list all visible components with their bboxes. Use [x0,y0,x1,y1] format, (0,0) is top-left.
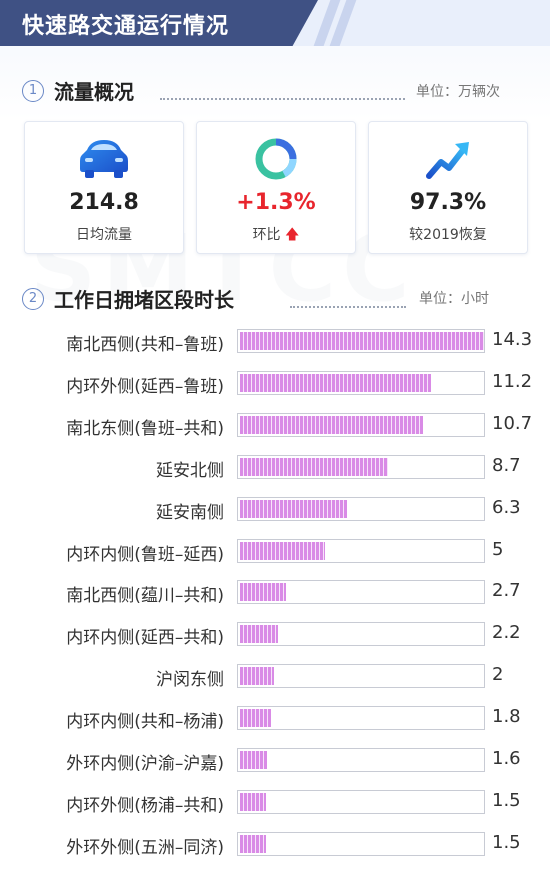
section-1-unit: 单位：万辆次 [416,84,500,100]
recovery-value: 97.3% [409,190,487,215]
bar-track [237,748,485,772]
bar-track [237,789,485,814]
bar-value-label: 1.8 [492,706,521,728]
bar-row: 内环外侧(延西–鲁班) 11.2 [0,369,550,397]
bar-row: 延安北侧 8.7 [0,453,550,481]
dotted-leader [160,98,405,100]
bar-track [237,664,485,689]
bar-row: 内环内侧(鲁班–延西) 5 [0,537,550,565]
bar-track [237,412,485,437]
section-2-unit: 单位：小时 [419,291,489,307]
bar-value-label: 2.7 [492,580,521,602]
bar-category-label: 南北东侧(鲁班–共和) [66,418,224,439]
bar-value-label: 11.2 [492,370,533,392]
bar-category-label: 内环外侧(延西–鲁班) [66,376,224,397]
section-1-heading: 1 流量概况 [22,76,134,105]
bar-row: 外环外侧(五洲–同济) 1.5 [0,830,550,858]
bar-category-label: 南北西侧(蕴川–共和) [66,586,224,607]
bar-row: 内环内侧(延西–共和) 2.2 [0,620,550,648]
bar-category-label: 延安北侧 [156,460,224,481]
dotted-leader [290,306,406,308]
mom-value: +1.3% [236,190,316,215]
bar [240,583,287,602]
recovery-label: 较2019恢复 [409,227,487,243]
bar-category-label: 沪闵东侧 [156,670,224,691]
bar [240,667,275,686]
bar-row: 延安南侧 6.3 [0,495,550,523]
section-2-heading: 2 工作日拥堵区段时长 [22,284,234,313]
bar-category-label: 内环内侧(共和–杨浦) [66,712,224,733]
bar-row: 内环外侧(杨浦–共和) 1.5 [0,788,550,816]
mom-label: 环比 [252,227,281,243]
bar [240,499,348,518]
section-2-title: 工作日拥堵区段时长 [54,288,234,312]
bar [240,625,278,644]
bar-category-label: 内环外侧(杨浦–共和) [66,795,224,816]
bar-value-label: 1.6 [492,748,521,769]
bar-value-label: 1.5 [492,789,521,811]
bar-track [237,496,485,521]
section-number: 1 [22,79,44,102]
bar [240,457,389,476]
bar-value-label: 14.3 [492,329,533,350]
bar-row: 南北东侧(鲁班–共和) 10.7 [0,411,550,439]
bar-category-label: 外环外侧(五洲–同济) [66,837,224,858]
stat-card-daily-flow: 214.8 日均流量 [24,121,184,254]
bar-track [237,622,485,647]
bar-value-label: 2 [492,664,504,686]
bar-value-label: 1.5 [492,831,521,853]
stat-card-mom: +1.3% 环比 🡅 [196,121,356,254]
bar-row: 内环内侧(共和–杨浦) 1.8 [0,704,550,732]
trend-up-arrow-icon [426,142,469,179]
bar-category-label: 内环内侧(延西–共和) [66,628,224,649]
bar [240,415,423,434]
bar-category-label: 内环内侧(鲁班–延西) [66,544,224,565]
bar [240,709,271,728]
bar-category-label: 延安南侧 [156,502,224,523]
bar-track [237,329,485,353]
bar-track [237,370,485,395]
bar-category-label: 外环内侧(沪渝–沪嘉) [66,754,224,774]
section-1-title: 流量概况 [54,80,134,104]
bar [240,373,432,392]
bar-value-label: 10.7 [492,412,533,434]
bar-track [237,831,485,856]
ring-chart-icon [255,138,297,180]
up-arrow-icon: 🡅 [285,227,300,243]
header-tab: 快速路交通运行情况 [0,0,318,46]
page-title: 快速路交通运行情况 [22,14,230,39]
bar-value-label: 5 [492,538,504,560]
section-number: 2 [22,287,44,310]
bar-track [237,538,485,563]
bar-track [237,454,485,479]
daily-flow-label: 日均流量 [76,227,132,243]
bar-row: 南北西侧(蕴川–共和) 2.7 [0,578,550,606]
bar-track [237,706,485,731]
car-icon [80,140,128,178]
bar-value-label: 6.3 [492,496,521,518]
bar [240,751,268,769]
bar [240,834,266,853]
daily-flow-value: 214.8 [69,190,139,215]
bar-row: 外环内侧(沪渝–沪嘉) 1.6 [0,746,550,774]
stat-card-recovery: 97.3% 较2019恢复 [368,121,528,254]
bar [240,332,484,350]
mom-label-row: 环比 🡅 [197,224,355,248]
bar [240,792,266,811]
bar-row: 南北西侧(共和–鲁班) 14.3 [0,327,550,355]
bar-track [237,580,485,605]
bar-value-label: 2.2 [492,622,521,644]
bar-category-label: 南北西侧(共和–鲁班) [66,335,224,355]
bar-value-label: 8.7 [492,454,521,476]
header-bar: 快速路交通运行情况 [0,0,550,46]
bar-row: 沪闵东侧 2 [0,662,550,690]
bar [240,541,326,560]
